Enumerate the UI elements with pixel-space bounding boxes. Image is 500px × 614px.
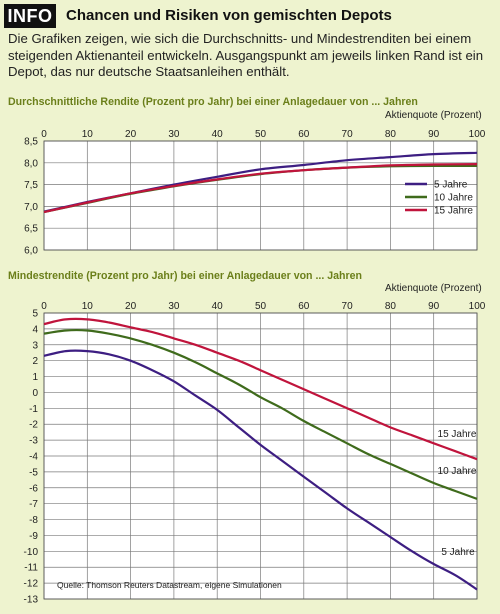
chart2-ytick: -13 xyxy=(24,595,39,606)
chart1-xtick: 50 xyxy=(255,129,267,140)
chart1-xtick: 60 xyxy=(298,129,310,140)
legend-label-10y: 10 Jahre xyxy=(434,193,473,204)
chart2-ytick: 0 xyxy=(32,388,38,399)
intro-text: Die Grafiken zeigen, wie sich die Durchs… xyxy=(8,31,484,79)
series-label-15y: 15 Jahre xyxy=(438,429,477,440)
chart2-ytick: 5 xyxy=(32,309,38,320)
chart2-xtick: 70 xyxy=(342,301,354,312)
chart1-title: Durchschnittliche Rendite (Prozent pro J… xyxy=(8,96,418,108)
chart1-xlabel: Aktienquote (Prozent) xyxy=(385,110,482,121)
chart1-xtick: 20 xyxy=(125,129,137,140)
chart1-xtick: 80 xyxy=(385,129,397,140)
chart2-xtick: 80 xyxy=(385,301,397,312)
series-label-10y: 10 Jahre xyxy=(438,466,477,477)
chart2-xlabel: Aktienquote (Prozent) xyxy=(385,283,482,294)
series-label-5y: 5 Jahre xyxy=(441,547,475,558)
chart2-xtick: 30 xyxy=(168,301,180,312)
page-title: Chancen und Risiken von gemischten Depot… xyxy=(66,7,392,24)
chart2-ytick: -3 xyxy=(29,436,38,447)
chart1-xtick: 10 xyxy=(82,129,94,140)
chart2-xtick: 90 xyxy=(428,301,440,312)
chart2-title: Mindestrendite (Prozent pro Jahr) bei ei… xyxy=(8,270,362,282)
chart1-ytick: 6,5 xyxy=(24,224,38,235)
chart2-ytick: -2 xyxy=(29,420,38,431)
chart1-xtick: 70 xyxy=(342,129,354,140)
info-badge: INFO xyxy=(4,4,56,28)
chart2-ytick: -1 xyxy=(29,404,38,415)
chart2-ytick: -7 xyxy=(29,499,38,510)
chart2-xtick: 20 xyxy=(125,301,137,312)
chart2-ytick: -11 xyxy=(24,563,38,574)
chart2-ytick: -4 xyxy=(29,452,38,463)
chart2: 0 10 20 30 40 50 60 70 80 90 100543210-1-2-3-4-5-6… xyxy=(24,301,486,606)
chart2-ytick: 2 xyxy=(32,356,38,367)
chart1-xtick: 30 xyxy=(168,129,180,140)
chart2-xtick: 50 xyxy=(255,301,267,312)
chart1-ytick: 8,0 xyxy=(24,158,38,169)
chart1-xtick: 100 xyxy=(469,129,486,140)
chart1-xtick: 90 xyxy=(428,129,440,140)
legend-label-15y: 15 Jahre xyxy=(434,206,473,217)
chart2-ytick: -6 xyxy=(29,483,38,494)
chart2-ytick: -10 xyxy=(24,547,39,558)
chart2-ytick: -12 xyxy=(24,579,39,590)
chart2-xtick: 60 xyxy=(298,301,310,312)
chart1: 0 10 20 30 40 50 60 70 80 90 100 8,5 8,0 7,5 7,0 6,5 6,0… xyxy=(24,129,486,257)
header: INFO Chancen und Risiken von gemischten … xyxy=(0,4,500,30)
chart1-ytick: 7,0 xyxy=(24,202,38,213)
chart2-ytick: -8 xyxy=(29,515,38,526)
source-note: Quelle: Thomson Reuters Datastream, eige… xyxy=(57,580,282,590)
chart2-ytick: 3 xyxy=(32,340,38,351)
chart2-frame xyxy=(43,312,478,600)
chart1-ytick: 8,5 xyxy=(24,137,38,148)
chart1-xtick: 40 xyxy=(212,129,224,140)
chart2-xtick: 100 xyxy=(469,301,486,312)
chart2-ytick: -5 xyxy=(29,467,38,478)
chart2-xtick: 10 xyxy=(82,301,94,312)
chart2-ytick: 4 xyxy=(32,324,38,335)
legend-label-5y: 5 Jahre xyxy=(434,180,468,191)
chart1-ytick: 6,0 xyxy=(24,246,38,257)
chart2-series-5y xyxy=(43,349,478,591)
chart1-frame xyxy=(43,140,478,251)
chart1-ytick: 7,5 xyxy=(24,180,38,191)
chart2-series-10y xyxy=(43,328,478,500)
chart2-xtick: 0 xyxy=(41,301,47,312)
chart2-ytick: -9 xyxy=(29,531,38,542)
chart2-ytick: 1 xyxy=(32,372,38,383)
chart1-xtick: 0 xyxy=(41,129,47,140)
chart1-series-15y xyxy=(43,163,478,214)
chart2-series-15y xyxy=(43,317,478,461)
chart2-xtick: 40 xyxy=(212,301,224,312)
